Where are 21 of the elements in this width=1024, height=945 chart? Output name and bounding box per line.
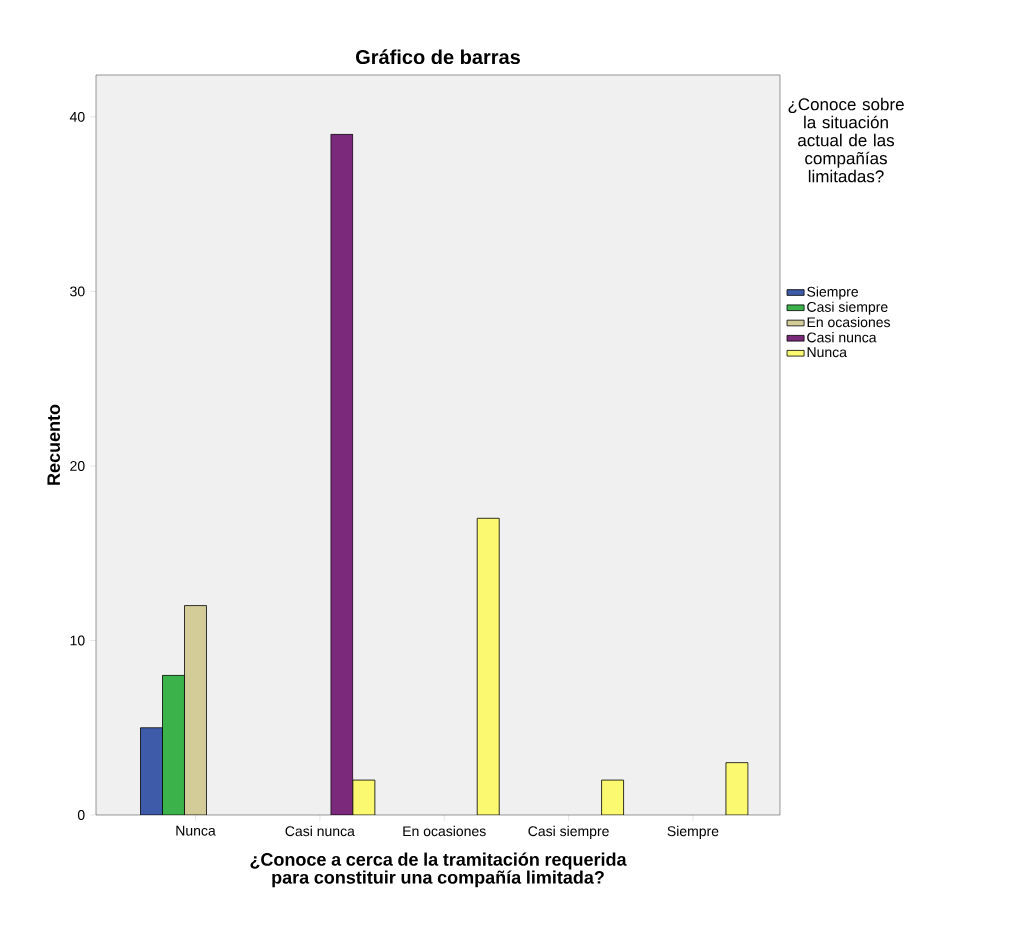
x-tick-label: Casi siempre [528,825,609,839]
y-tick-label: 40 [69,111,85,122]
legend-label: Casi siempre [807,301,888,315]
x-tick-label: En ocasiones [403,825,486,837]
y-tick-label: 30 [70,286,85,297]
x-tick-label: Siempre [667,825,719,839]
legend-title: ¿Conoce sobre la situación actual de las compañías limitadas? [788,97,904,183]
y-tick-label: 20 [70,460,85,471]
legend-label: En ocasiones [807,316,891,328]
legend-label: Nunca [807,347,847,358]
bar [601,779,624,815]
x-axis-title: ¿Conoce a cerca de la tramitación requerida para constituir una compañía limitada? [250,852,627,888]
y-axis-title: Recuento [47,404,61,485]
x-tick-label: Casi nunca [285,825,355,837]
legend-label: Siempre [807,286,858,300]
y-tick-label: 10 [70,635,85,646]
legend-label: Casi nunca [807,332,877,343]
chart-title: Gráfico de barras [356,49,520,65]
y-tick-label: 0 [77,810,85,820]
bar [476,517,500,815]
x-tick-label: Nunca [176,825,216,836]
